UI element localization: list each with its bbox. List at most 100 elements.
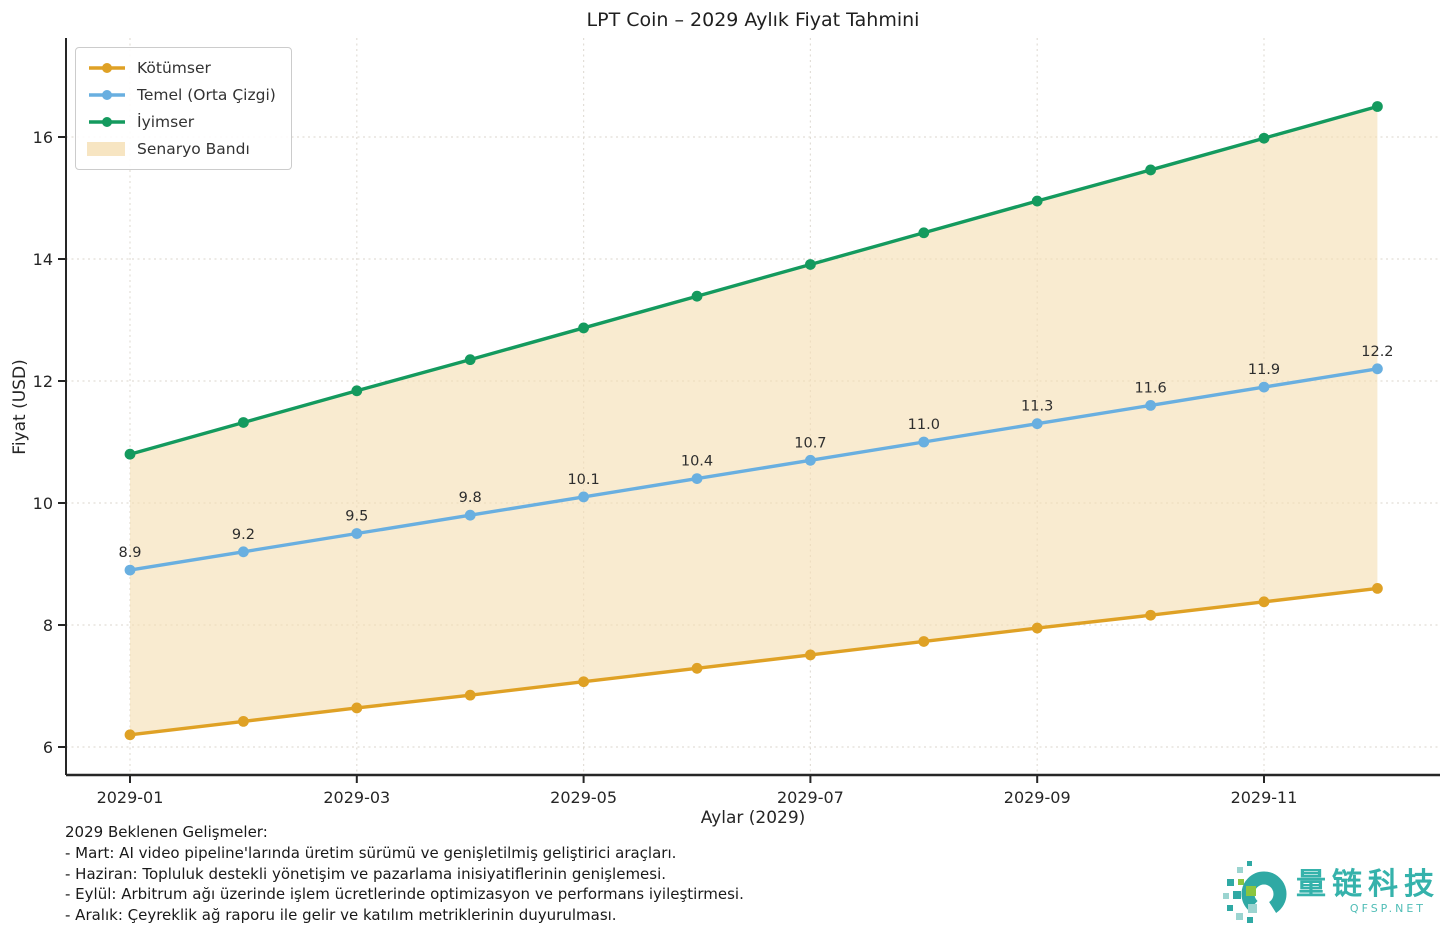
data-point: [805, 454, 816, 466]
legend-marker: [102, 117, 112, 127]
data-point: [1258, 596, 1270, 608]
x-tick-label: 2029-09: [1004, 788, 1071, 807]
brand-name: 量链科技: [1296, 867, 1440, 902]
x-tick-label: 2029-07: [777, 788, 844, 807]
data-point: [464, 689, 476, 701]
data-point: [918, 636, 930, 647]
data-point: [1258, 381, 1270, 393]
series-markers: [124, 101, 1383, 460]
footer-line: - Aralık: Çeyreklik ağ raporu ile gelir …: [65, 906, 617, 925]
series-markers: [124, 363, 1383, 576]
data-point: [351, 385, 363, 397]
legend-swatch: [87, 142, 125, 156]
y-tick-label: 16: [33, 128, 53, 147]
data-point: [124, 564, 136, 576]
series-line: [128, 586, 1380, 737]
data-point: [578, 491, 589, 503]
point-labels: 8.9 9.2 9.5 9.8 10.1 10.4 10.7 11.0 11.3 11.6 11.9…: [118, 344, 1393, 561]
x-tick-label: 2029-01: [97, 788, 164, 807]
data-point: [805, 649, 816, 661]
footer-notes: 2029 Beklenen Gelişmeler: - Mart: AI vid…: [65, 822, 744, 926]
logo-pixel-square: [1237, 867, 1243, 873]
series-line: [128, 104, 1380, 456]
y-axis-label: Fiyat (USD): [10, 359, 30, 455]
logo-pixel-square: [1233, 891, 1241, 899]
legend-label: Senaryo Bandı: [137, 140, 250, 158]
legend-marker: [102, 90, 112, 100]
point-label: 12.2: [1361, 344, 1393, 360]
point-label: 8.9: [118, 545, 141, 561]
logo-pixel-square: [1236, 913, 1243, 920]
data-point: [1031, 195, 1043, 207]
data-point: [124, 729, 136, 741]
data-point: [578, 322, 589, 334]
point-label: 9.8: [459, 490, 482, 506]
data-point: [464, 509, 476, 521]
data-point: [691, 662, 703, 674]
logo-pixel-square: [1227, 879, 1234, 886]
data-point: [1258, 132, 1270, 144]
data-point: [464, 354, 476, 366]
y-tick-label: 12: [33, 372, 53, 391]
x-tick-label: 2029-05: [550, 788, 617, 807]
data-point: [691, 473, 703, 484]
data-point: [1145, 400, 1156, 411]
x-tick-label: 2029-03: [323, 788, 390, 807]
y-tick-label: 6: [43, 738, 53, 757]
x-tick-label: 2029-11: [1231, 788, 1298, 807]
logo-pixel-square: [1247, 861, 1252, 866]
footer-line: - Haziran: Topluluk destekli yönetişim v…: [65, 864, 667, 883]
logo-pixel-square: [1227, 905, 1233, 911]
legend-label: Kötümser: [137, 59, 211, 77]
point-label: 10.7: [794, 435, 826, 451]
y-tick-label: 14: [33, 250, 53, 269]
series-line: [128, 367, 1380, 572]
legend-item-series: İyimser: [87, 111, 276, 133]
data-point: [1145, 164, 1156, 176]
data-point: [578, 676, 589, 688]
footer-heading: 2029 Beklenen Gelişmeler:: [65, 823, 268, 841]
legend-item-series: Temel (Orta Çizgi): [87, 84, 276, 106]
legend-band-patch: [87, 142, 125, 156]
logo-pixel-square: [1238, 879, 1244, 885]
watermark: 量链科技 QFSP.NET: [1223, 859, 1440, 925]
data-point: [918, 436, 930, 448]
point-label: 11.6: [1134, 380, 1166, 396]
data-point: [238, 417, 249, 428]
data-point: [124, 448, 136, 460]
legend-label: Temel (Orta Çizgi): [137, 86, 276, 104]
point-label: 9.5: [345, 509, 368, 525]
data-point: [691, 290, 703, 302]
point-label: 11.9: [1248, 362, 1280, 378]
data-point: [238, 546, 249, 558]
series-markers: [124, 583, 1383, 741]
legend-label: İyimser: [137, 113, 195, 131]
point-label: 11.3: [1021, 399, 1053, 415]
y-tick-label: 8: [43, 616, 53, 635]
data-point: [1372, 583, 1383, 594]
data-point: [351, 702, 363, 714]
legend-swatch: [89, 63, 125, 73]
data-point: [918, 227, 930, 239]
brand-logo-icon: [1223, 861, 1287, 923]
legend-marker: [102, 63, 112, 73]
footer-line: - Mart: AI video pipeline'larında üretim…: [65, 843, 677, 862]
data-point: [805, 259, 816, 270]
brand-domain: QFSP.NET: [1349, 902, 1426, 915]
legend-swatch: [89, 117, 125, 127]
scenario-band: [130, 106, 1378, 735]
legend-item-series: Kötümser: [87, 57, 276, 79]
data-point: [1145, 609, 1156, 621]
data-point: [1372, 363, 1383, 375]
chart-title: LPT Coin – 2029 Aylık Fiyat Tahmini: [586, 9, 920, 31]
data-point: [238, 715, 249, 727]
footer-line: - Eylül: Arbitrum ağı üzerinde işlem ücr…: [65, 885, 744, 904]
point-label: 9.2: [232, 527, 255, 543]
point-label: 10.4: [681, 454, 713, 470]
x-axis-label: Aylar (2029): [700, 808, 806, 828]
data-point: [1372, 101, 1383, 112]
legend-swatch: [89, 90, 125, 100]
legend: Kötümser Temel (Orta Çizgi) İyimser Senaryo…: [75, 47, 292, 170]
